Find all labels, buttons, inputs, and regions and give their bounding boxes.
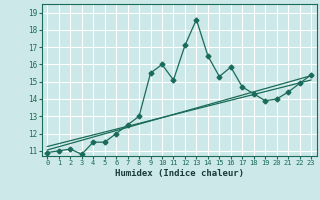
X-axis label: Humidex (Indice chaleur): Humidex (Indice chaleur) (115, 169, 244, 178)
